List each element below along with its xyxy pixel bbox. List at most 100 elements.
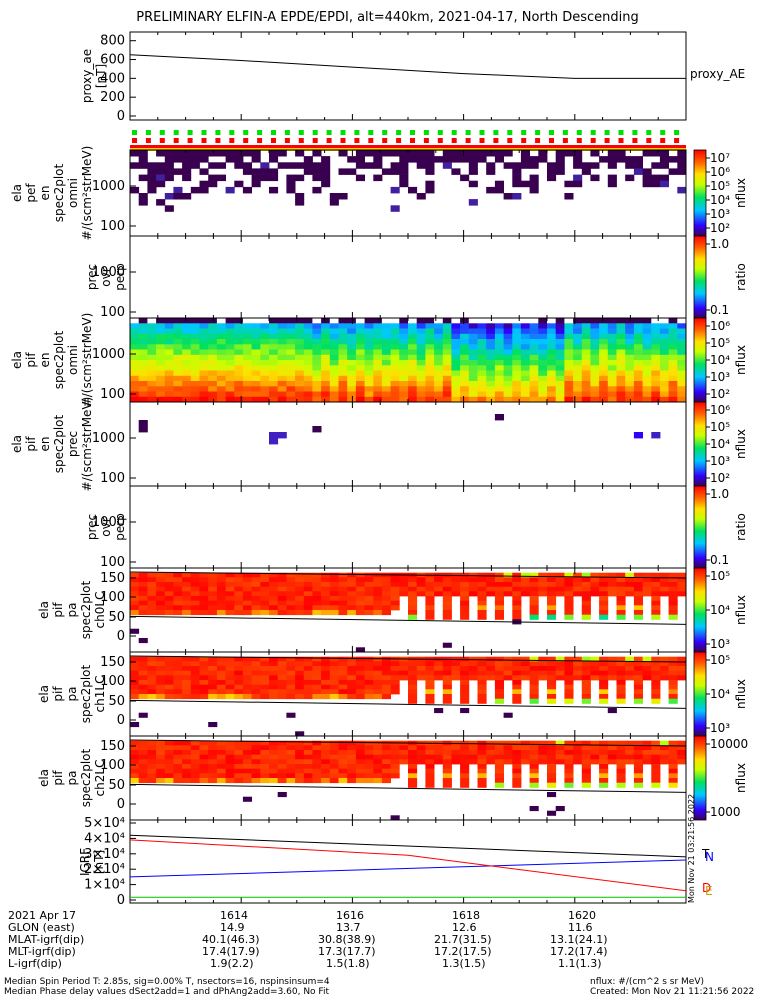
heatmap-cell <box>633 750 643 756</box>
heatmap-cell <box>633 675 643 681</box>
y-tick-label: 150 <box>100 739 125 754</box>
heatmap-cell <box>286 396 296 403</box>
heatmap-cell <box>520 577 530 583</box>
heatmap-cell <box>312 661 322 667</box>
heatmap-cell <box>416 577 426 583</box>
heatmap-cell <box>555 666 565 672</box>
flag-mark <box>535 130 541 135</box>
heatmap-cell <box>633 370 643 377</box>
heatmap-cell <box>355 670 365 676</box>
heatmap-cell <box>208 577 218 583</box>
heatmap-cell <box>416 339 426 345</box>
y-tick-label: 0 <box>117 893 125 908</box>
heatmap-cell <box>408 698 418 704</box>
y-tick-label: 150 <box>100 655 125 670</box>
heatmap-cell <box>477 596 487 602</box>
heatmap-cell <box>616 778 626 784</box>
heatmap-cell <box>242 764 252 770</box>
heatmap-cell <box>573 339 583 345</box>
heatmap-cell <box>520 586 530 592</box>
heatmap-cell <box>442 156 452 163</box>
heatmap-cell <box>651 328 661 335</box>
heatmap-cell <box>321 773 331 779</box>
heatmap-cell <box>503 386 513 392</box>
heatmap-cell <box>182 328 192 335</box>
heatmap-cell <box>520 396 530 403</box>
heatmap-cell <box>199 768 209 774</box>
heatmap-cell <box>303 600 313 606</box>
heatmap-cell <box>390 370 400 377</box>
heatmap-cell <box>208 396 218 403</box>
heatmap-cell <box>547 586 557 592</box>
heatmap-cell <box>442 323 452 329</box>
heatmap-cell <box>355 684 365 690</box>
heatmap-cell <box>208 360 218 366</box>
heatmap-cell <box>295 754 305 760</box>
heatmap-cell <box>399 586 409 592</box>
heatmap-cell <box>286 174 296 182</box>
heatmap-cell <box>520 150 530 157</box>
heatmap-cell <box>625 344 635 350</box>
heatmap-cell <box>269 365 279 371</box>
heatmap-cell <box>573 745 583 751</box>
heatmap-cell <box>130 186 140 194</box>
heatmap-cell <box>477 396 487 403</box>
heatmap-cell <box>451 360 461 366</box>
heatmap-cell <box>633 773 643 779</box>
heatmap-cell <box>347 773 357 779</box>
flag-mark <box>465 138 471 143</box>
heatmap-cell <box>529 333 539 340</box>
y-axis-label: ela <box>37 769 51 787</box>
heatmap-cell <box>286 764 296 770</box>
heatmap-cell <box>286 680 296 686</box>
heatmap-cell <box>190 572 200 578</box>
heatmap-cell <box>494 768 504 774</box>
heatmap-cell <box>616 156 626 163</box>
heatmap-cell <box>277 572 287 578</box>
heatmap-cell <box>390 754 400 760</box>
heatmap-cell <box>425 582 435 588</box>
heatmap-cell <box>399 745 409 751</box>
heatmap-cell <box>416 354 426 361</box>
heatmap-cell <box>494 689 504 695</box>
heatmap-cell <box>573 328 583 335</box>
heatmap-cell <box>642 349 652 356</box>
heatmap-cell <box>494 318 504 324</box>
heatmap-cell <box>529 614 539 620</box>
flag-mark <box>493 130 499 135</box>
heatmap-cell <box>355 689 365 695</box>
heatmap-cell <box>242 591 252 597</box>
heatmap-cell <box>199 684 209 690</box>
heatmap-cell <box>381 386 391 392</box>
heatmap-cell <box>520 759 530 765</box>
heatmap-cell <box>677 745 687 751</box>
heatmap-cell <box>164 675 174 681</box>
heatmap-cell <box>529 328 539 335</box>
heatmap-cell <box>364 162 374 169</box>
heatmap-cell <box>468 333 478 340</box>
heatmap-cell <box>486 586 496 592</box>
heatmap-cell <box>173 764 183 770</box>
heatmap-cell <box>208 764 218 770</box>
heatmap-cell <box>503 759 513 765</box>
heatmap-cell <box>590 759 600 765</box>
heatmap-cell <box>590 591 600 597</box>
heatmap-cell <box>373 323 383 329</box>
heatmap-cell <box>642 168 652 175</box>
heatmap-cell <box>625 174 635 182</box>
heatmap-cell <box>468 156 478 163</box>
heatmap-cell <box>564 698 574 704</box>
heatmap-cell <box>451 666 461 672</box>
footer-note-spin: Median Spin Period T: 2.85s, sig=0.00% T… <box>4 977 330 987</box>
heatmap-cell <box>616 354 626 361</box>
heatmap-cell <box>182 333 192 340</box>
heatmap-cell <box>451 670 461 676</box>
heatmap-cell <box>503 740 513 746</box>
heatmap-cell <box>347 600 357 606</box>
heatmap-cell <box>138 773 148 779</box>
heatmap-cell <box>199 156 209 163</box>
heatmap-cell <box>599 333 609 340</box>
heatmap-cell <box>277 582 287 588</box>
heatmap-cell <box>425 675 435 681</box>
heatmap-cell <box>442 661 452 667</box>
